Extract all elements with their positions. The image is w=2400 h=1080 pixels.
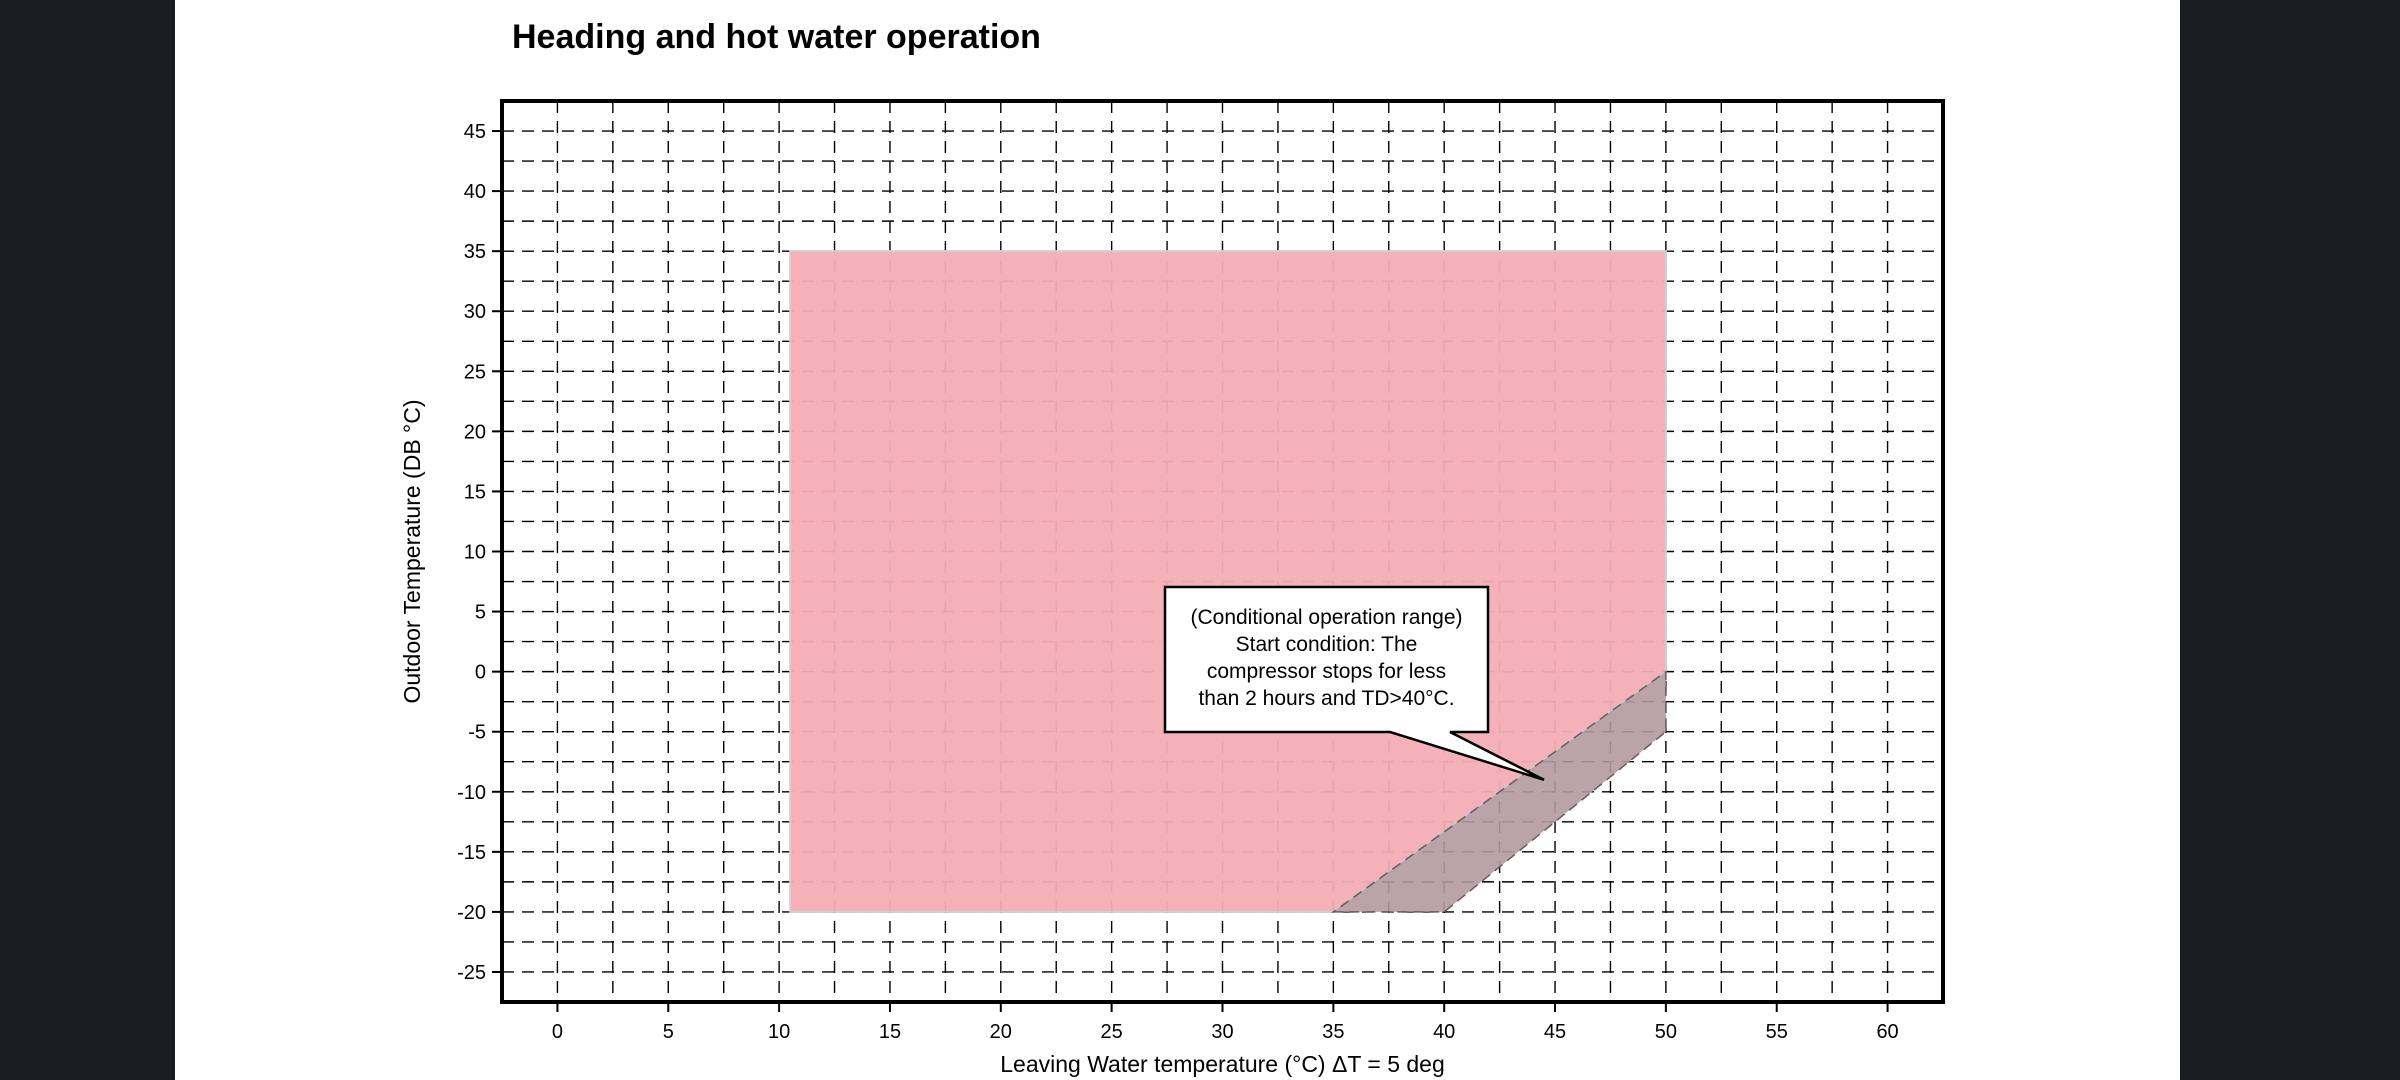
x-tick-label: 25 bbox=[1101, 1021, 1123, 1043]
y-tick-label: -15 bbox=[457, 842, 486, 864]
y-tick-label: 15 bbox=[464, 481, 486, 503]
y-axis-title: Outdoor Temperature (DB °C) bbox=[399, 399, 425, 703]
x-tick-label: 35 bbox=[1322, 1021, 1344, 1043]
y-tick-label: 45 bbox=[464, 121, 486, 143]
callout-line: (Conditional operation range) bbox=[1190, 606, 1462, 629]
y-tick-label: -20 bbox=[457, 902, 486, 924]
callout: (Conditional operation range) Start condi… bbox=[1163, 585, 1545, 781]
x-tick-label: 60 bbox=[1876, 1021, 1898, 1043]
y-tick-label: 10 bbox=[464, 542, 486, 564]
x-tick-label: 30 bbox=[1211, 1021, 1233, 1043]
section-heading: Heading and hot water operation bbox=[512, 18, 1041, 56]
x-tick-label: 15 bbox=[879, 1021, 901, 1043]
x-tick-label: 45 bbox=[1544, 1021, 1566, 1043]
y-tick-label: 40 bbox=[464, 181, 486, 203]
x-tick-label: 10 bbox=[768, 1021, 790, 1043]
y-tick-label: 30 bbox=[464, 301, 486, 323]
y-tick-label: -10 bbox=[457, 782, 486, 804]
x-axis-title: Leaving Water temperature (°C) ΔT = 5 de… bbox=[1000, 1051, 1445, 1077]
callout-line: than 2 hours and TD>40°C. bbox=[1198, 687, 1454, 710]
callout-line: Start condition: The bbox=[1236, 633, 1418, 656]
x-tick-label: 40 bbox=[1433, 1021, 1455, 1043]
y-tick-label: 35 bbox=[464, 241, 486, 263]
x-tick-label: 20 bbox=[990, 1021, 1012, 1043]
conditional-range-region bbox=[1331, 670, 1667, 913]
x-tick-label: 50 bbox=[1655, 1021, 1677, 1043]
y-tick-label: -5 bbox=[468, 722, 486, 744]
tick-layer: 0 5 10 15 20 25 30 35 40 45 50 55 604540353025201510… bbox=[457, 121, 1899, 1043]
y-tick-label: -25 bbox=[457, 962, 486, 984]
x-tick-label: 0 bbox=[552, 1021, 563, 1043]
y-tick-label: 20 bbox=[464, 421, 486, 443]
y-tick-label: 0 bbox=[475, 662, 486, 684]
callout-line: compressor stops for less bbox=[1207, 660, 1446, 683]
x-tick-label: 5 bbox=[663, 1021, 674, 1043]
callout-box bbox=[1163, 585, 1545, 781]
region-layer bbox=[789, 250, 1667, 913]
y-tick-label: 25 bbox=[464, 361, 486, 383]
y-tick-label: 5 bbox=[475, 602, 486, 624]
x-tick-label: 55 bbox=[1766, 1021, 1788, 1043]
